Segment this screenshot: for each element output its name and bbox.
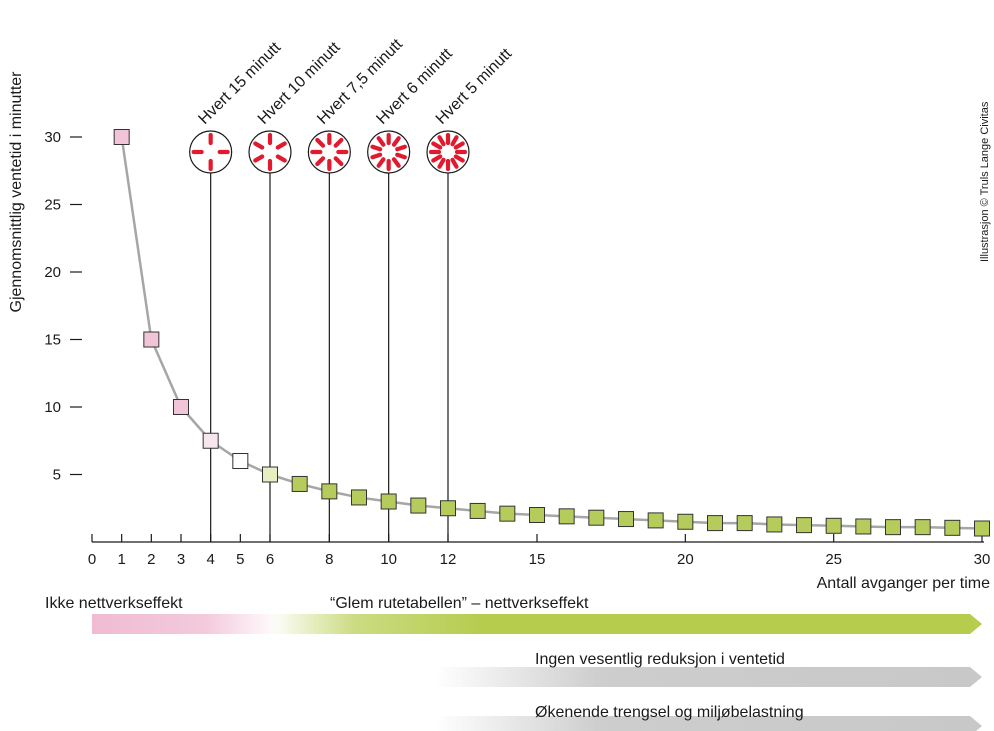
clock-dash xyxy=(253,141,265,150)
x-tick-label: 1 xyxy=(117,551,125,568)
clock-dash xyxy=(437,157,446,169)
band-label: “Glem rutetabellen” – nettverkseffekt xyxy=(330,595,589,612)
clock-icon xyxy=(248,130,292,174)
data-point xyxy=(796,517,812,534)
data-point xyxy=(499,505,516,522)
clock-dash xyxy=(275,141,287,150)
data-point xyxy=(232,453,249,469)
y-tick-label: 5 xyxy=(53,467,61,484)
clock-dash xyxy=(395,144,407,152)
x-tick-label: 10 xyxy=(380,551,397,568)
data-points xyxy=(113,129,990,537)
effect-bands: Ikke nettverkseffekt “Glem rutetabellen” … xyxy=(45,595,982,731)
data-point xyxy=(855,518,872,535)
x-tick-label: 3 xyxy=(177,551,185,568)
clock-dash xyxy=(376,136,386,147)
data-point xyxy=(291,475,308,492)
clock-dash xyxy=(437,135,446,147)
band-network xyxy=(270,614,982,634)
credit-text: Illustrasjon © Truls Lange Civitas xyxy=(979,101,991,262)
data-point xyxy=(974,520,990,537)
clock-dash xyxy=(333,156,344,167)
data-point xyxy=(736,515,753,532)
y-axis-label: Gjennomsnittlig ventetid i minutter xyxy=(8,71,25,313)
x-tick-label: 8 xyxy=(325,551,333,568)
data-point xyxy=(469,502,486,519)
data-point xyxy=(766,516,783,533)
x-tick-label: 12 xyxy=(440,551,457,568)
data-point xyxy=(262,466,278,483)
clock-icon xyxy=(367,130,411,174)
clock-dash xyxy=(370,144,383,152)
data-point xyxy=(677,513,694,530)
data-point xyxy=(647,512,664,529)
band-congestion xyxy=(435,716,982,731)
data-point xyxy=(380,493,397,510)
x-tick-label: 15 xyxy=(529,551,546,568)
frequency-marker: Hvert 5 minutt xyxy=(426,45,516,542)
data-point xyxy=(173,399,189,415)
band-label: Ikke nettverkseffekt xyxy=(45,595,183,612)
clock-dash xyxy=(431,141,443,150)
clock-dash xyxy=(391,136,401,147)
y-tick-label: 25 xyxy=(44,197,61,214)
x-tick-label: 6 xyxy=(266,551,274,568)
clock-dash xyxy=(315,137,326,148)
data-point xyxy=(707,515,723,532)
data-point xyxy=(944,519,961,536)
x-tick-label: 20 xyxy=(677,551,694,568)
y-tick-label: 10 xyxy=(44,399,61,416)
clock-dash xyxy=(453,154,465,163)
clock-dash xyxy=(395,152,407,160)
data-point xyxy=(202,432,219,449)
y-tick-label: 20 xyxy=(44,264,61,281)
clock-icon xyxy=(426,130,470,174)
x-tick-label: 2 xyxy=(147,551,155,568)
data-point xyxy=(588,509,605,526)
clock-dash xyxy=(391,157,401,168)
clock-dash xyxy=(450,157,459,169)
clock-icon xyxy=(189,130,233,174)
data-point xyxy=(825,517,842,534)
data-point xyxy=(410,497,427,514)
data-point xyxy=(143,331,160,348)
clock-dash xyxy=(431,154,443,163)
x-tick-label: 30 xyxy=(974,551,991,568)
clock-dash xyxy=(450,135,459,147)
clock-dash xyxy=(453,141,465,150)
band-no-reduction xyxy=(435,667,982,687)
x-tick-label: 25 xyxy=(825,551,842,568)
data-point xyxy=(618,511,634,528)
band-no-network xyxy=(92,614,280,634)
clock-dash xyxy=(370,152,383,160)
clock-dash xyxy=(315,156,326,167)
data-point xyxy=(321,483,338,500)
data-point xyxy=(558,508,575,525)
y-tick-label: 30 xyxy=(44,129,61,146)
x-axis-label: Antall avganger per time xyxy=(817,575,991,592)
data-point xyxy=(440,500,456,517)
x-tick-label: 0 xyxy=(88,551,96,568)
data-point xyxy=(914,519,931,536)
x-tick-label: 4 xyxy=(206,551,214,568)
clock-dash xyxy=(376,157,386,168)
series-line xyxy=(120,136,983,530)
data-point xyxy=(885,519,901,536)
curve xyxy=(120,136,983,530)
clock-dash xyxy=(333,137,344,148)
data-point xyxy=(113,129,130,145)
data-point xyxy=(351,489,367,506)
y-tick-label: 15 xyxy=(44,332,61,349)
band-label: Økenende trengsel og miljøbelastning xyxy=(535,704,804,721)
clock-dash xyxy=(275,154,287,163)
band-label: Ingen vesentlig reduksjon i ventetid xyxy=(535,651,785,668)
data-point xyxy=(529,507,545,523)
clock-dash xyxy=(253,154,265,163)
x-tick-label: 5 xyxy=(236,551,244,568)
